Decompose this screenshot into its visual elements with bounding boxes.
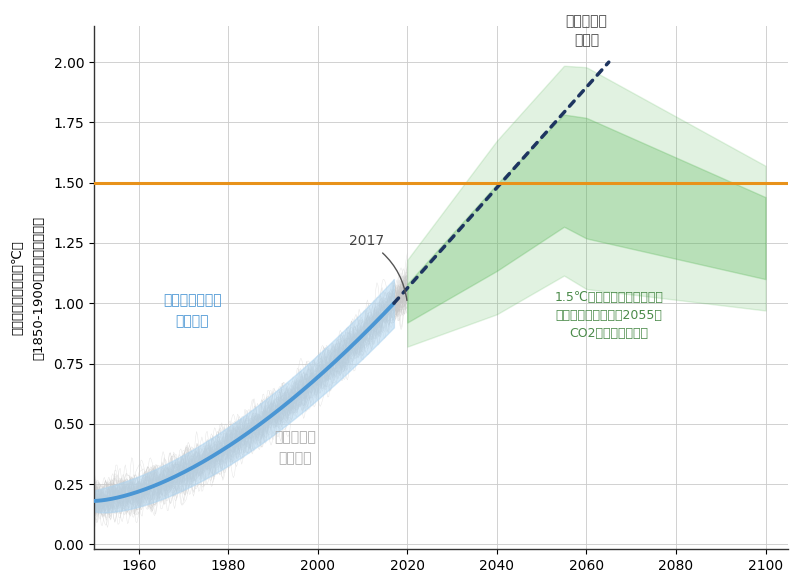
Text: 1.5℃未満を目指した場合の
気温の不確実性幅（2055年
CO2排出正味ゼロ）: 1.5℃未満を目指した場合の 気温の不確実性幅（2055年 CO2排出正味ゼロ） [555,291,663,340]
Text: 観測された
気温変化: 観測された 気温変化 [274,430,316,465]
Text: 人間活動による
　温暖化: 人間活動による 温暖化 [163,293,222,328]
Text: 2017: 2017 [349,234,407,301]
Text: このままの
ペース: このままの ペース [566,14,607,48]
Y-axis label: 世界平均気温変化（℃）
（1850-1900年の平均を基準）: 世界平均気温変化（℃） （1850-1900年の平均を基準） [11,215,45,360]
